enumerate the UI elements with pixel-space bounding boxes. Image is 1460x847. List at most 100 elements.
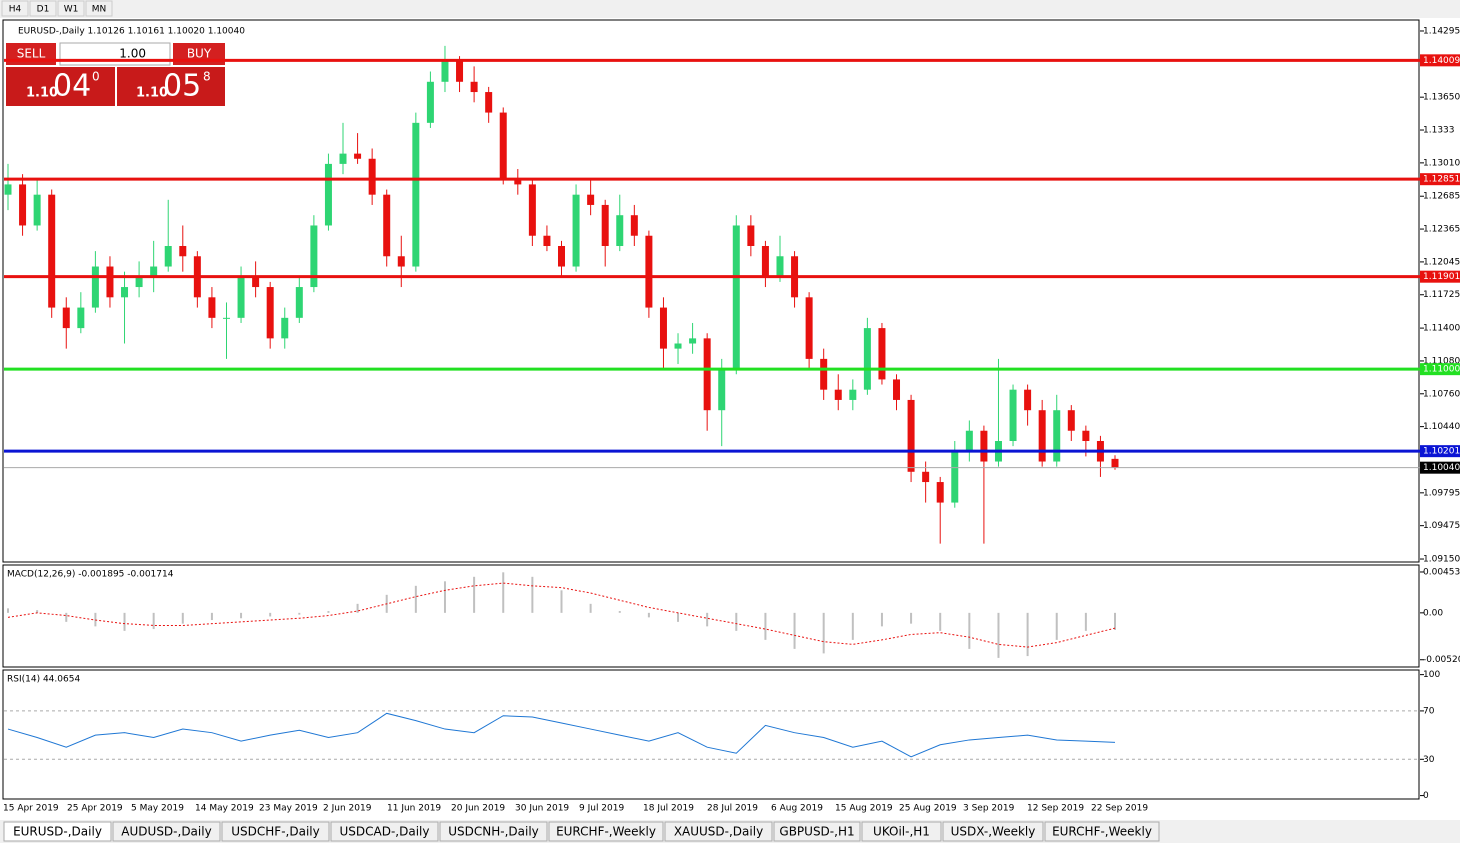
candle-body (893, 379, 901, 400)
bid-box[interactable] (6, 67, 115, 106)
candle-body (1082, 430, 1090, 441)
x-tick-label: 14 May 2019 (195, 804, 254, 814)
macd-bar (269, 612, 272, 617)
toolbar (0, 0, 1460, 18)
chart-tab[interactable] (221, 821, 330, 842)
x-tick-label: 2 Jun 2019 (323, 804, 372, 814)
y-tick-label: 1.11400 (1423, 324, 1460, 334)
y-tick-label: 100 (1423, 670, 1440, 680)
macd-bar (240, 612, 243, 619)
x-tick-label: 22 Sep 2019 (1091, 804, 1148, 814)
macd-bar (822, 612, 825, 654)
candle-body (601, 204, 609, 246)
candle-body (820, 358, 828, 390)
x-tick-label: 3 Sep 2019 (963, 804, 1015, 814)
candle-body (805, 297, 813, 359)
chart-tab[interactable] (773, 821, 861, 842)
macd-bar (677, 612, 680, 622)
candle-body (907, 399, 915, 472)
candle-body (1009, 389, 1017, 441)
candle-body (776, 256, 784, 277)
price-level-tag (1420, 270, 1460, 283)
macd-bar (7, 608, 9, 613)
candle-body (1053, 410, 1061, 462)
chart-tab[interactable] (3, 821, 112, 842)
candle-body (339, 153, 347, 164)
candle-body (1024, 389, 1032, 411)
chart-tab-label: UKOil-,H1 (873, 825, 930, 839)
chart-tab[interactable] (942, 821, 1044, 842)
y-tick-label: 1.1333 (1423, 126, 1455, 136)
chart-tab[interactable] (439, 821, 548, 842)
chart-tab[interactable] (1044, 821, 1160, 842)
candle-body (33, 194, 41, 226)
trade-panel: SELL 1.00 BUY 1.10 04 0 1.10 05 8 (6, 42, 225, 106)
macd-bar (968, 612, 971, 649)
macd-bar (880, 612, 883, 627)
y-tick-label: 1.09795 (1423, 488, 1460, 498)
timeframe-button[interactable] (1, 0, 29, 17)
candle-body (324, 163, 332, 226)
candle-body (514, 179, 522, 185)
candle-body (368, 158, 376, 195)
macd-bar (36, 610, 39, 613)
timeframe-button[interactable] (57, 0, 85, 17)
candle-body (310, 225, 318, 288)
candle-body (703, 338, 711, 411)
macd-bar (502, 572, 505, 613)
ask-small: 8 (203, 70, 211, 84)
chart-tab[interactable] (548, 821, 664, 842)
chart-tab[interactable] (112, 821, 221, 842)
macd-bar (1026, 612, 1029, 657)
candle-body (208, 297, 216, 318)
x-tick-label: 6 Aug 2019 (771, 804, 823, 814)
candle-body (383, 194, 391, 257)
candle-body (936, 482, 944, 503)
chart-tab[interactable] (664, 821, 773, 842)
candle-body (1038, 410, 1046, 462)
macd-bar (531, 576, 534, 613)
candle-body (222, 317, 230, 319)
candle-body (252, 276, 260, 288)
chart-tab-label: EURUSD-,Daily (13, 825, 102, 839)
candle-body (718, 369, 726, 411)
y-tick-label: 0.004536 (1423, 567, 1460, 577)
macd-bar (851, 612, 854, 640)
candle-body (732, 225, 740, 370)
timeframe-button[interactable] (29, 0, 57, 17)
candle-body (863, 328, 871, 390)
macd-bar (181, 612, 184, 624)
timeframe-label: D1 (37, 5, 50, 15)
timeframe-button[interactable] (85, 0, 113, 17)
bid-small: 0 (92, 70, 100, 84)
x-tick-label: 30 Jun 2019 (515, 804, 569, 814)
candle-body (62, 307, 70, 329)
candle-body (397, 256, 405, 267)
macd-bar (939, 612, 942, 631)
y-tick-label: 1.12045 (1423, 257, 1460, 267)
candle-body (441, 61, 449, 82)
price-level-label: 1.10201 (1423, 447, 1460, 457)
candle-body (179, 245, 187, 257)
chart-tab[interactable] (861, 821, 942, 842)
price-level-label: 1.14009 (1423, 56, 1460, 66)
chart-tab-label: AUDUSD-,Daily (121, 825, 211, 839)
x-tick-label: 5 May 2019 (131, 804, 184, 814)
y-tick-label: 1.09475 (1423, 521, 1460, 531)
x-tick-label: 28 Jul 2019 (707, 804, 758, 814)
candle-body (121, 287, 129, 298)
chart-tab-label: GBPUSD-,H1 (779, 825, 854, 839)
macd-bar (735, 612, 738, 631)
x-tick-label: 11 Jun 2019 (387, 804, 441, 814)
timeframe-label: MN (92, 5, 107, 15)
bid-big: 04 (53, 69, 91, 104)
chart-tab-label: USDX-,Weekly (951, 825, 1036, 839)
chart-tab[interactable] (330, 821, 439, 842)
ask-big: 05 (163, 69, 201, 104)
macd-bar (414, 585, 417, 613)
macd-bar (473, 576, 476, 613)
candle-body (834, 389, 842, 400)
macd-bar (997, 612, 1000, 658)
ask-box[interactable] (117, 67, 225, 106)
candle-body (135, 276, 143, 288)
